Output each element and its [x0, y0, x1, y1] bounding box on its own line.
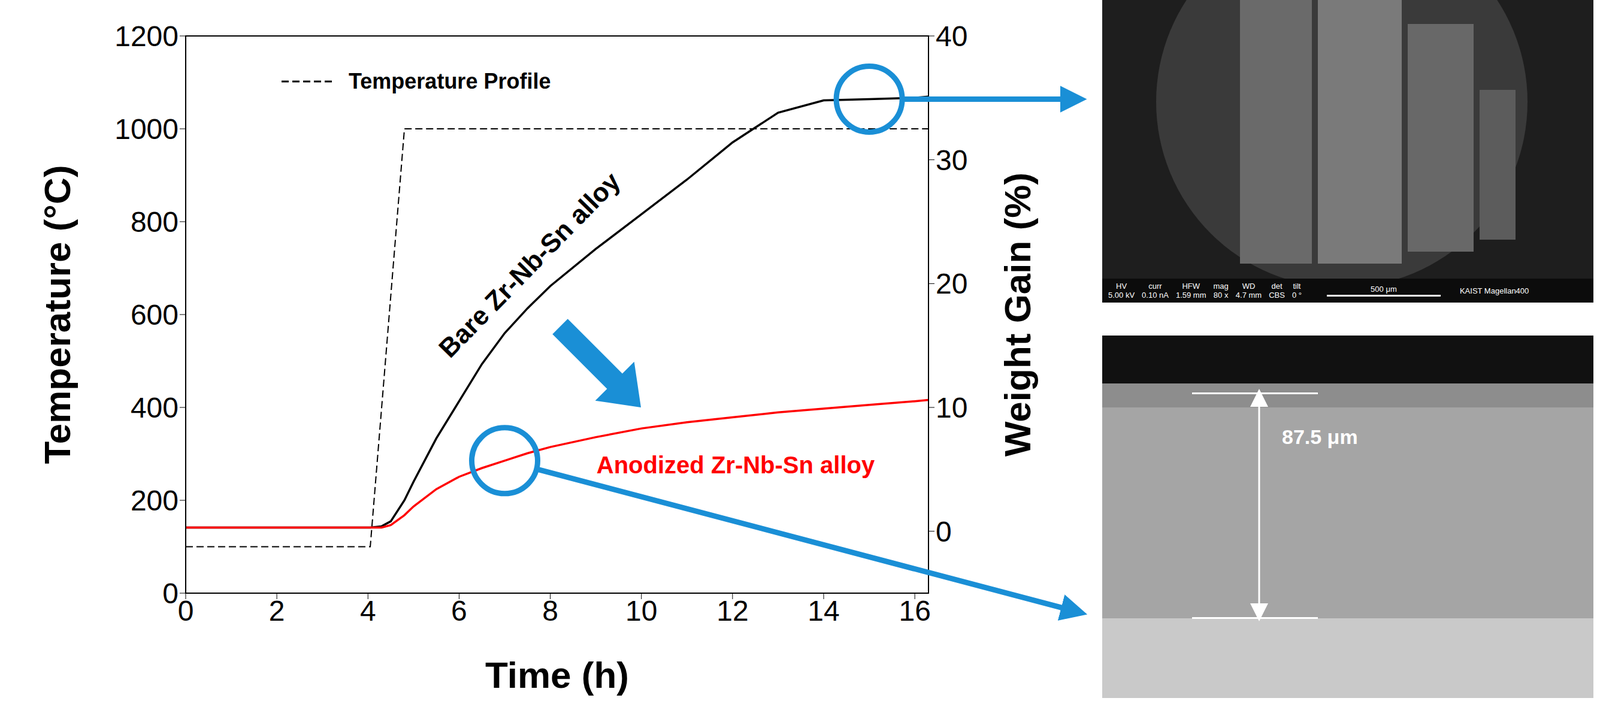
svg-text:2: 2: [268, 594, 286, 627]
html-text:curr: curr: [1148, 281, 1162, 291]
html-text:KAIST Magellan400: KAIST Magellan400: [1459, 286, 1529, 296]
svg-text:0: 0: [177, 594, 195, 627]
svg-text:10: 10: [625, 594, 658, 627]
html-text:5.00 kV: 5.00 kV: [1108, 290, 1135, 300]
html-text:Weight Gain (%): Weight Gain (%): [996, 172, 1038, 457]
html-text:1.59 mm: 1.59 mm: [1175, 290, 1207, 300]
html-text:HV: HV: [1115, 281, 1127, 291]
html-text:0 °: 0 °: [1292, 290, 1302, 300]
html-text:Bare Zr-Nb-Sn alloy: Bare Zr-Nb-Sn alloy: [432, 166, 626, 363]
svg-text:30: 30: [935, 144, 968, 177]
svg-text:600: 600: [130, 298, 179, 331]
svg-text:0: 0: [935, 515, 952, 548]
html-text:mag: mag: [1213, 281, 1229, 291]
svg-text:200: 200: [130, 484, 179, 517]
html-text:80 x: 80 x: [1213, 290, 1229, 300]
html-text:Temperature Profile: Temperature Profile: [348, 68, 551, 94]
svg-text:40: 40: [935, 20, 968, 53]
html-text:Anodized Zr-Nb-Sn alloy: Anodized Zr-Nb-Sn alloy: [596, 451, 875, 478]
html-text:500 μm: 500 μm: [1370, 284, 1397, 294]
svg-text:400: 400: [130, 391, 179, 424]
html-text:0.10 nA: 0.10 nA: [1141, 290, 1169, 300]
svg-text:Time (h): Time (h): [485, 654, 629, 696]
svg-text:0: 0: [162, 577, 179, 610]
svg-text:20: 20: [935, 267, 968, 300]
html-text:HFW: HFW: [1182, 281, 1200, 291]
svg-text:12: 12: [716, 594, 749, 627]
svg-text:8: 8: [542, 594, 559, 627]
svg-text:1000: 1000: [114, 113, 179, 145]
html-text:Temperature (°C): Temperature (°C): [36, 165, 78, 464]
html-text:WD: WD: [1242, 281, 1256, 291]
svg-text:10: 10: [935, 391, 968, 424]
svg-text:1200: 1200: [114, 20, 179, 53]
html-text:tilt: tilt: [1292, 281, 1301, 291]
html-text:4.7 mm: 4.7 mm: [1235, 290, 1262, 300]
html-text:det: det: [1271, 281, 1283, 291]
svg-text:800: 800: [130, 206, 179, 238]
html-text:87.5 μm: 87.5 μm: [1281, 425, 1358, 449]
svg-text:4: 4: [360, 594, 377, 627]
svg-text:14: 14: [807, 594, 840, 627]
html-text:CBS: CBS: [1268, 290, 1285, 300]
svg-text:6: 6: [451, 594, 468, 627]
svg-text:16: 16: [898, 594, 931, 627]
